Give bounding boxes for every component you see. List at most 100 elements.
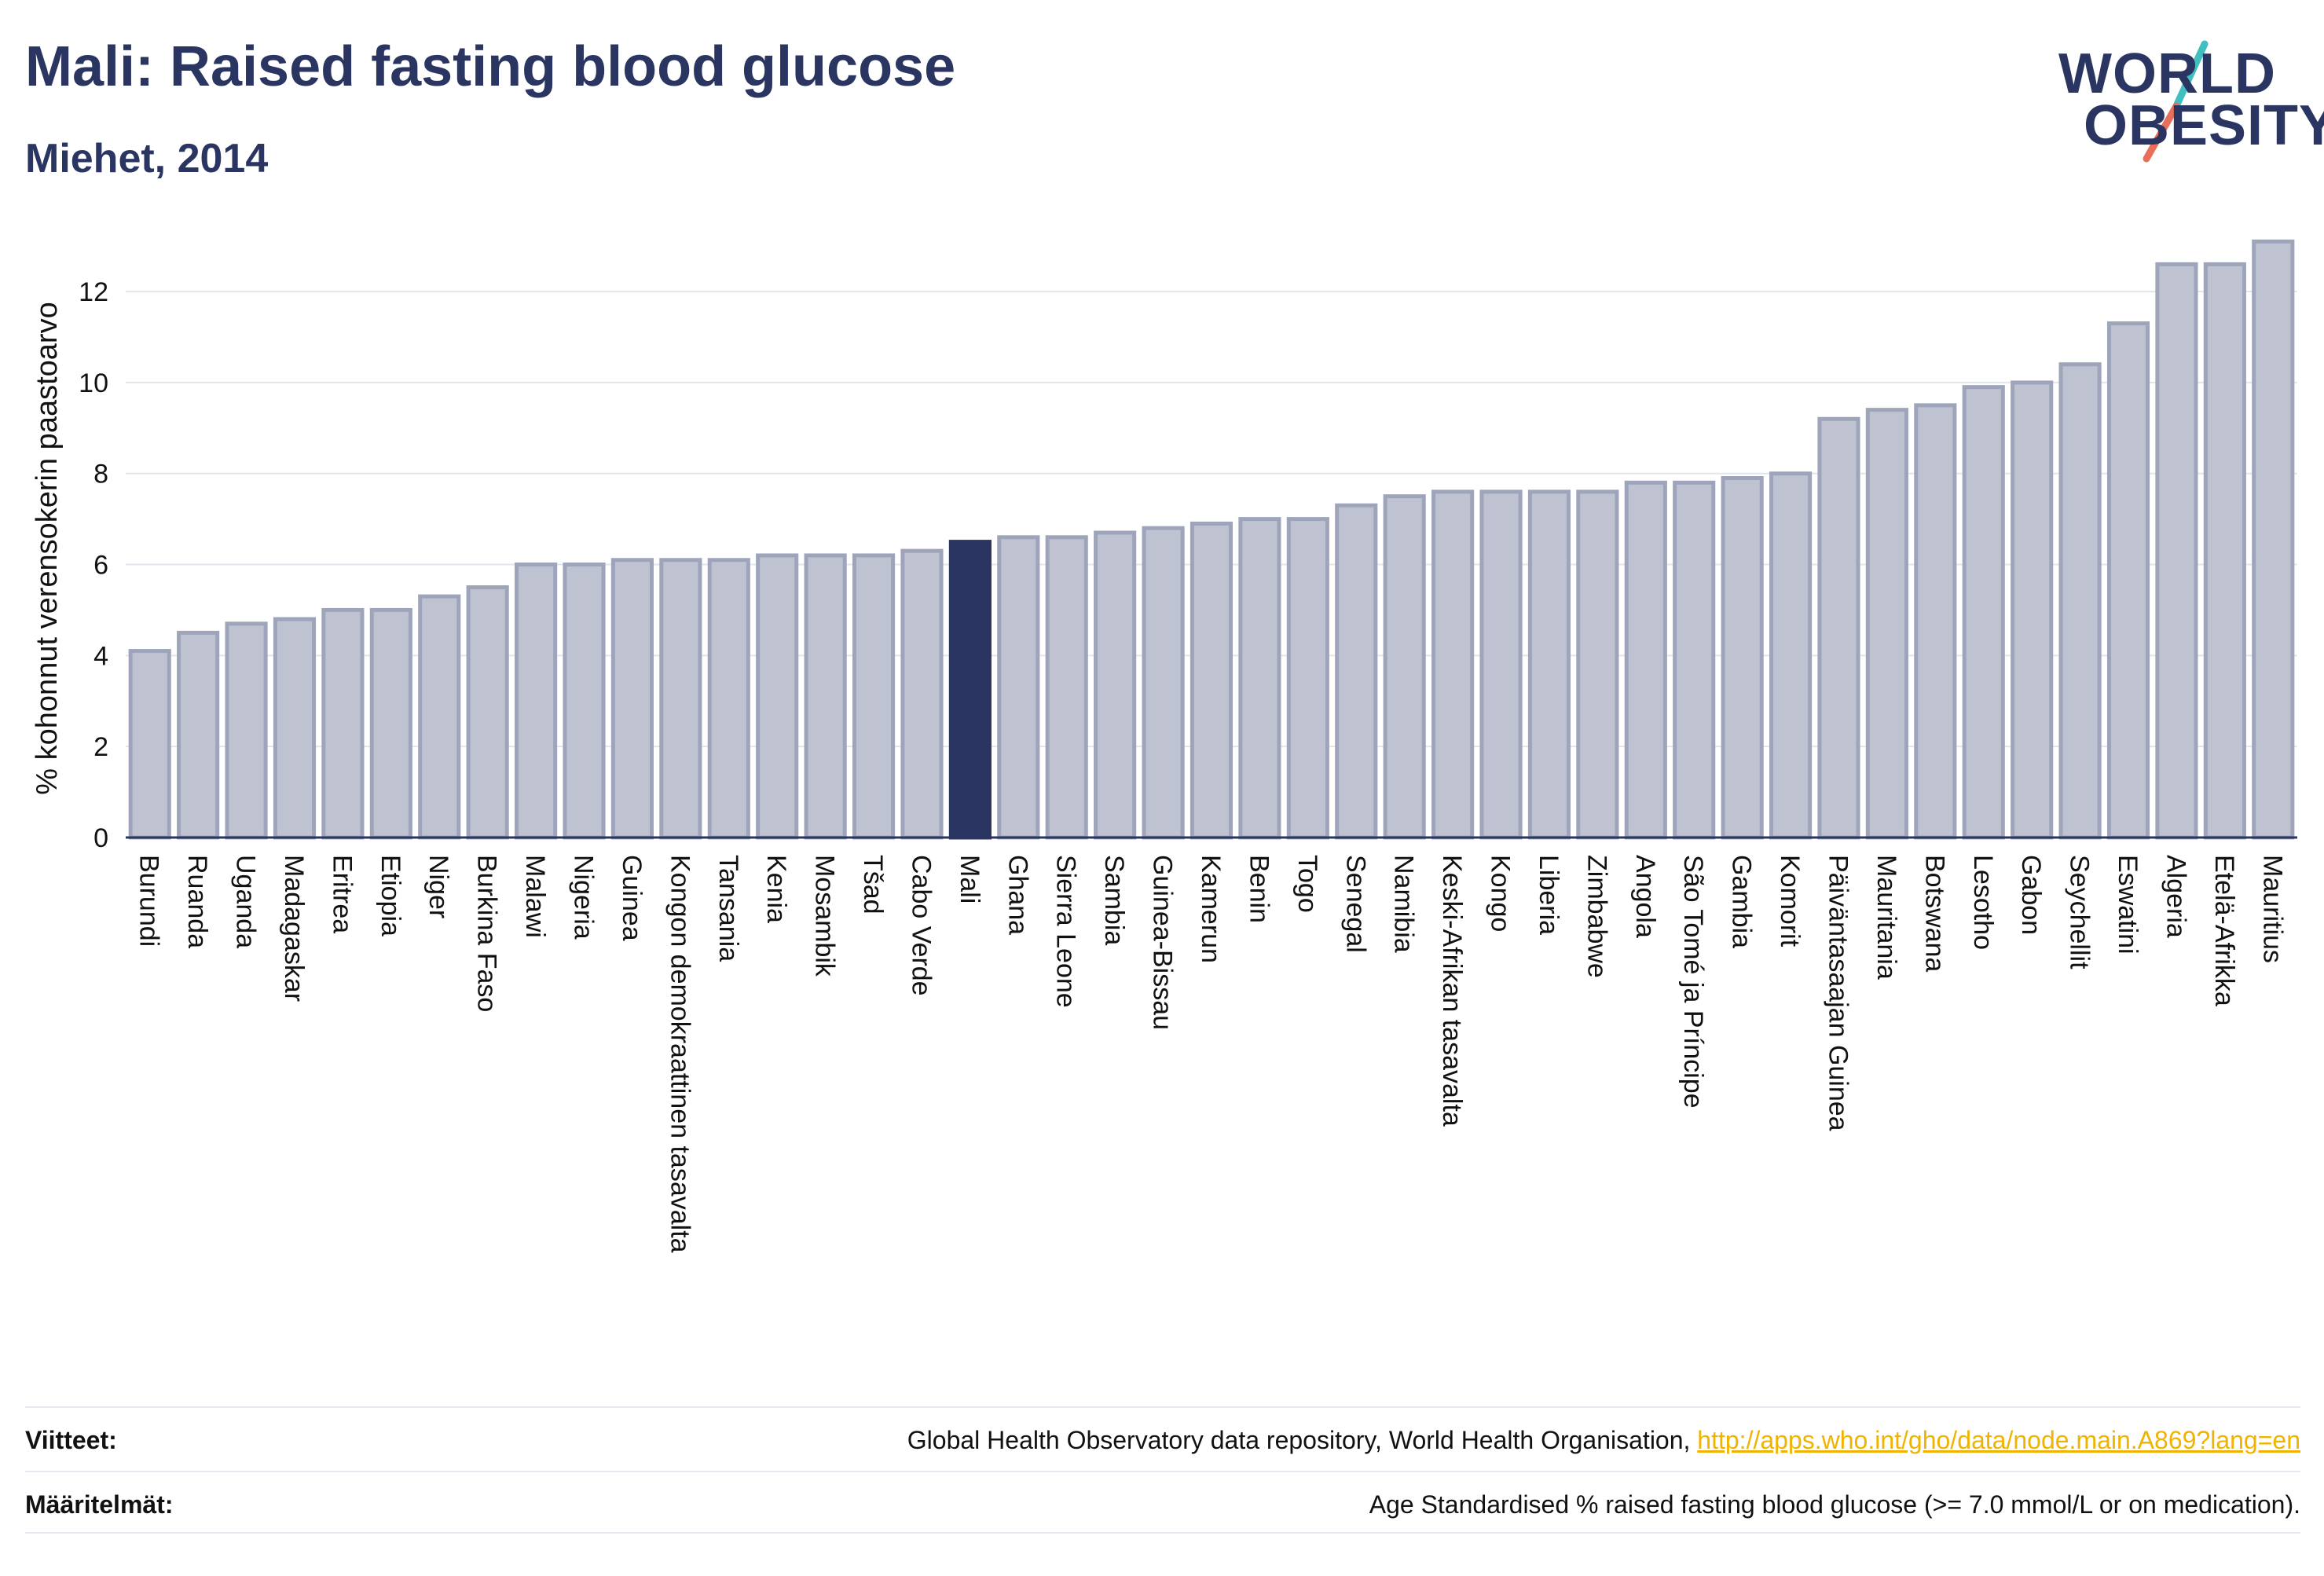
chart-subtitle: Miehet, 2014 (25, 136, 269, 181)
x-tick-label: Malawi (520, 855, 550, 938)
x-tick-label: Benin (1244, 855, 1274, 923)
bar (997, 535, 1040, 840)
x-tick-label: Guinea (617, 855, 647, 941)
sources-text-wrap: Global Health Observatory data repositor… (907, 1426, 2300, 1455)
bar (1383, 494, 1426, 840)
y-axis-title: % kohonnut verensokerin paastoarvo (31, 302, 64, 794)
bar (1817, 416, 1860, 840)
bar (1479, 489, 1523, 840)
x-tick-label: Namibia (1389, 855, 1419, 953)
chart-title: Mali: Raised fasting blood glucose (25, 35, 956, 98)
x-tick-label: Mali (955, 855, 984, 903)
x-tick-label: Mosambik (810, 855, 840, 977)
x-tick-label: Tansania (713, 855, 743, 962)
x-tick-label: Zimbabwe (1582, 855, 1611, 978)
sources-link[interactable]: http://apps.who.int/gho/data/node.main.A… (1697, 1425, 2300, 1454)
y-tick-label: 2 (93, 732, 108, 762)
bar (1624, 480, 1667, 840)
x-tick-label: Kongon demokraattinen tasavalta (665, 855, 695, 1253)
bar (659, 558, 702, 840)
bar (1914, 403, 1957, 840)
bar (515, 563, 558, 840)
bar (852, 553, 896, 840)
bar (1045, 535, 1088, 840)
bar (1576, 489, 1619, 840)
sources-text: Global Health Observatory data repositor… (907, 1425, 1691, 1454)
x-tick-label: Eswatini (2113, 855, 2143, 955)
x-tick-label: Botswana (1919, 855, 1949, 972)
x-tick-label: Senegal (1340, 855, 1370, 953)
definitions-text: Age Standardised % raised fasting blood … (1369, 1490, 2300, 1519)
x-tick-label: Burkina Faso (472, 855, 502, 1012)
bar-chart: 0 2 4 6 8 10 12 % kohonnut verensokerin paastoa… (31, 239, 2297, 1253)
x-tick-label: Nigeria (569, 855, 599, 940)
footer-sources-row: Viitteet: Global Health Observatory data… (25, 1406, 2300, 1472)
bar (2106, 321, 2150, 840)
bar (804, 553, 847, 840)
y-tick-label: 0 (93, 823, 108, 853)
bar (1527, 489, 1571, 840)
bar (177, 630, 220, 840)
x-tick-label: Algeria (2161, 855, 2190, 938)
y-tick-label: 6 (93, 551, 108, 581)
bar (1673, 480, 1716, 840)
footer-divider (25, 1532, 2300, 1534)
bar (1962, 385, 2005, 840)
x-tick-label: Gabon (2016, 855, 2046, 935)
x-tick-label: Kamerun (1196, 855, 1226, 963)
bar (466, 585, 509, 840)
bar (273, 617, 317, 840)
x-tick-label: Päiväntasaajan Guinea (1823, 855, 1853, 1131)
x-tick-label: Sambia (1099, 855, 1129, 945)
bar (369, 607, 412, 840)
bar (2155, 262, 2198, 840)
logo-line1: WORLD (2058, 42, 2276, 105)
bar (2058, 362, 2102, 840)
bar (1769, 471, 1813, 840)
x-tick-label: Mauritius (2257, 855, 2287, 963)
x-tick-label: Komorit (1775, 855, 1805, 947)
x-tick-label: Tšad (858, 855, 888, 914)
x-tick-label: Etelä-Afrikka (2209, 855, 2239, 1006)
bar (2203, 262, 2246, 840)
definitions-label: Määritelmät: (25, 1490, 174, 1519)
x-tick-label: Guinea-Bissau (1148, 855, 1178, 1030)
bar (900, 548, 944, 840)
x-tick-label: Cabo Verde (906, 855, 936, 996)
bar (563, 563, 606, 840)
bar (418, 594, 461, 840)
x-tick-label: Madagaskar (279, 855, 309, 1002)
world-obesity-logo: WORLD OBESITY (2043, 24, 2324, 165)
y-tick-label: 12 (79, 277, 108, 307)
x-tick-label: Liberia (1534, 855, 1563, 935)
x-tick-label: Kenia (761, 855, 791, 923)
bar (1094, 530, 1137, 840)
x-tick-label: Lesotho (1968, 855, 1998, 950)
x-tick-label: Angola (1630, 855, 1660, 938)
bar (1238, 517, 1281, 840)
bar (1335, 503, 1378, 840)
x-tick-label: Etiopia (376, 855, 405, 936)
x-tick-label: Mauritania (1871, 855, 1901, 980)
bar (1865, 408, 1908, 840)
bar (321, 607, 365, 840)
x-tick-label: Niger (423, 855, 453, 918)
bar (2011, 380, 2054, 840)
x-tick-label: Gambia (1727, 855, 1757, 948)
bar (2252, 239, 2295, 840)
bar (128, 649, 171, 840)
bar (1431, 489, 1475, 840)
footer-definitions-row: Määritelmät: Age Standardised % raised f… (25, 1471, 2300, 1537)
y-tick-label: 8 (93, 460, 108, 489)
bar-highlight (948, 540, 992, 840)
bar (707, 558, 750, 840)
x-tick-label: Sierra Leone (1051, 855, 1081, 1008)
x-tick-label: Uganda (231, 855, 261, 948)
x-tick-label: Seychellit (2065, 855, 2095, 969)
x-tick-label: Ruanda (182, 855, 212, 948)
logo-slash-icon (2143, 40, 2209, 163)
bar (1189, 521, 1233, 840)
logo-line2: OBESITY (2084, 94, 2324, 157)
x-tick-label: Burundi (134, 855, 164, 947)
x-tick-label: São Tomé ja Príncipe (1678, 855, 1708, 1109)
